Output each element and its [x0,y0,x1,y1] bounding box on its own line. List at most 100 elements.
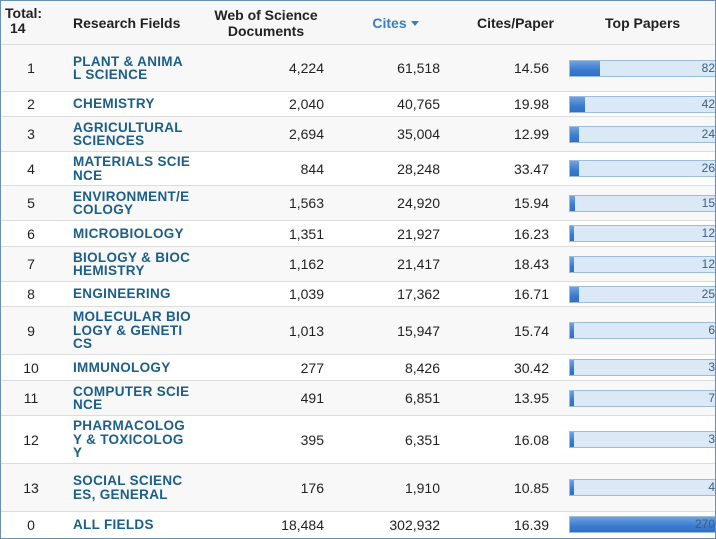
cites-cell: 6,851 [331,380,444,416]
top-papers-bar[interactable]: 4 [569,479,715,496]
top-papers-cell: 25 [557,281,715,307]
rank-cell: 0 [1,511,65,538]
top-papers-bar-fill [570,96,585,112]
top-papers-cell: 42 [557,91,715,117]
column-header-research-fields[interactable]: Research Fields [73,14,181,31]
field-link[interactable]: MATERIALS SCIENCE [65,151,197,186]
top-papers-value: 42 [701,96,715,111]
top-papers-bar[interactable]: 26 [569,160,715,177]
top-papers-bar[interactable]: 12 [569,225,715,242]
top-papers-bar-fill [570,286,579,302]
top-papers-bar[interactable]: 7 [569,389,715,407]
table-row: 0 ALL FIELDS 18,484 302,932 16.39 270 [1,511,715,538]
top-papers-cell: 26 [557,151,715,186]
top-papers-value: 3 [708,360,715,374]
sort-descending-icon [410,21,419,27]
top-papers-value: 12 [701,256,715,271]
field-link[interactable]: BIOLOGY & BIOCHEMISTRY [65,246,197,282]
cites-cell: 40,765 [331,91,444,117]
top-papers-cell: 82 [557,44,715,92]
field-link[interactable]: ENGINEERING [65,281,197,307]
documents-cell: 176 [197,463,331,512]
documents-cell: 491 [197,380,331,416]
field-link[interactable]: AGRICULTURAL SCIENCES [65,116,197,152]
top-papers-bar[interactable]: 3 [569,431,715,448]
top-papers-bar[interactable]: 6 [569,322,715,339]
field-link[interactable]: MOLECULAR BIOLOGY & GENETICS [65,306,197,355]
rank-cell: 10 [1,354,65,381]
column-header-cites-per-paper[interactable]: Cites/Paper [476,14,555,31]
field-link[interactable]: ALL FIELDS [65,511,197,538]
top-papers-bar[interactable]: 24 [569,125,715,143]
table-row: 12 PHARMACOLOGY & TOXICOLOGY 395 6,351 16.08… [1,415,715,464]
top-papers-value: 24 [701,126,715,141]
total-count: 14 [10,20,26,36]
top-papers-cell: 12 [557,220,715,247]
top-papers-value: 25 [701,286,715,301]
rank-cell: 6 [1,220,65,247]
table-row: 4 MATERIALS SCIENCE 844 28,248 33.47 26 [1,151,715,186]
top-papers-bar-fill [570,126,579,142]
rank-cell: 5 [1,185,65,221]
top-papers-bar[interactable]: 15 [569,194,715,212]
top-papers-bar-fill [570,256,574,272]
field-link[interactable]: ENVIRONMENT/ECOLOGY [65,185,197,221]
cites-cell: 1,910 [331,463,444,512]
top-papers-bar-fill [570,323,574,338]
top-papers-bar[interactable]: 270 [569,516,715,534]
cites-per-paper-cell: 33.47 [444,151,557,186]
table-body: 1 PLANT & ANIMAL SCIENCE 4,224 61,518 14.56 8… [1,44,715,538]
table-row: 13 SOCIAL SCIENCES, GENERAL 176 1,910 10.85 4 [1,463,715,512]
top-papers-value: 82 [701,60,715,75]
top-papers-bar[interactable]: 12 [569,255,715,273]
table-row: 10 IMMUNOLOGY 277 8,426 30.42 3 [1,354,715,381]
top-papers-bar[interactable]: 82 [569,59,715,77]
cites-per-paper-cell: 12.99 [444,116,557,152]
column-header-documents[interactable]: Web of Science Documents [197,1,331,45]
cites-cell: 21,417 [331,246,444,282]
documents-cell: 1,039 [197,281,331,307]
top-papers-value: 7 [708,390,715,405]
documents-cell: 395 [197,415,331,464]
top-papers-value: 6 [708,323,715,337]
top-papers-bar[interactable]: 42 [569,95,715,113]
field-link[interactable]: SOCIAL SCIENCES, GENERAL [65,463,197,512]
top-papers-value: 4 [708,480,715,494]
cites-per-paper-cell: 16.39 [444,511,557,538]
top-papers-bar-fill [570,480,574,495]
table-row: 6 MICROBIOLOGY 1,351 21,927 16.23 12 [1,220,715,247]
top-papers-cell: 24 [557,116,715,152]
table-row: 5 ENVIRONMENT/ECOLOGY 1,563 24,920 15.94 15 [1,185,715,221]
cites-per-paper-cell: 14.56 [444,44,557,92]
field-link[interactable]: COMPUTER SCIENCE [65,380,197,416]
field-link[interactable]: PHARMACOLOGY & TOXICOLOGY [65,415,197,464]
top-papers-value: 3 [708,432,715,446]
field-link[interactable]: IMMUNOLOGY [65,354,197,381]
cites-cell: 24,920 [331,185,444,221]
top-papers-bar-fill [570,161,579,176]
cites-per-paper-cell: 19.98 [444,91,557,117]
field-link[interactable]: PLANT & ANIMAL SCIENCE [65,44,197,92]
field-link[interactable]: CHEMISTRY [65,91,197,117]
column-header-cites[interactable]: Cites [331,1,444,45]
top-papers-cell: 3 [557,415,715,464]
rank-cell: 1 [1,44,65,92]
cites-cell: 17,362 [331,281,444,307]
rank-cell: 4 [1,151,65,186]
documents-cell: 277 [197,354,331,381]
top-papers-bar[interactable]: 25 [569,285,715,303]
documents-header-line1: Web of Science [214,6,318,23]
top-papers-cell: 7 [557,380,715,416]
cites-cell: 28,248 [331,151,444,186]
column-header-top-papers[interactable]: Top Papers [605,14,681,31]
top-papers-cell: 6 [557,306,715,355]
table-header: Total: 14 Research Fields Web of Science… [1,1,715,45]
field-link[interactable]: MICROBIOLOGY [65,220,197,247]
table-row: 2 CHEMISTRY 2,040 40,765 19.98 42 [1,91,715,117]
cites-per-paper-cell: 15.94 [444,185,557,221]
top-papers-cell: 4 [557,463,715,512]
top-papers-bar[interactable]: 3 [569,359,715,376]
top-papers-bar-fill [570,60,600,76]
rank-cell: 8 [1,281,65,307]
top-papers-bar-fill [570,390,574,406]
